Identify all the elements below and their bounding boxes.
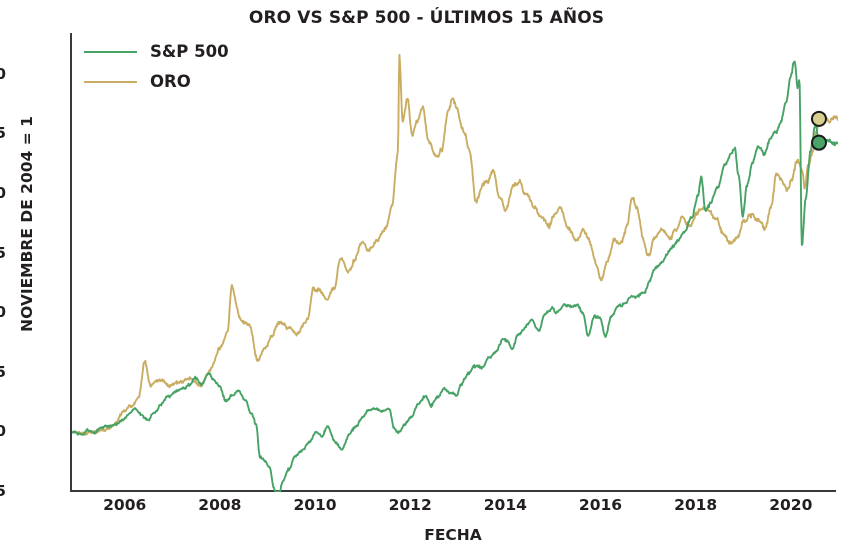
y-tick-label: 1.5 [0,362,6,381]
x-tick-label: 2020 [769,496,813,514]
y-tick-label: 0.5 [0,482,6,500]
x-tick-label: 2012 [388,496,432,514]
legend-label-oro: ORO [150,71,191,91]
series-line-sp500 [72,60,838,492]
y-tick-label: 4.0 [0,64,6,83]
legend-item-sp500: S&P 500 [84,42,229,61]
y-tick-label: 2.0 [0,303,6,322]
x-tick-label: 2018 [674,496,718,514]
x-tick-label: 2010 [293,496,337,514]
end-marker-sp500 [810,134,827,151]
plot-area [70,33,838,492]
x-tick-label: 2016 [578,496,623,514]
x-tick-label: 2006 [103,496,147,514]
x-axis-title: FECHA [424,526,482,544]
line-oro [72,53,838,436]
y-tick-label: 1.0 [0,422,6,441]
line-sp500 [72,60,838,492]
legend-swatch-oro [84,80,137,83]
y-tick-label: 3.0 [0,183,6,202]
x-tick-label: 2014 [483,496,527,514]
chart-title: ORO VS S&P 500 - ÚLTIMOS 15 AÑOS [248,8,605,28]
legend-swatch-sp500 [84,51,137,54]
legend-label-sp500: S&P 500 [150,42,229,61]
chart-legend: S&P 500 ORO [84,42,229,91]
legend-item-oro: ORO [84,71,229,91]
x-tick-label: 2008 [198,496,242,514]
series-line-oro [72,53,838,436]
y-tick-label: 2.5 [0,243,6,262]
end-point-markers [810,110,827,151]
chart-canvas [72,53,838,492]
end-marker-oro [810,110,827,127]
y-tick-label: 3.5 [0,124,6,143]
